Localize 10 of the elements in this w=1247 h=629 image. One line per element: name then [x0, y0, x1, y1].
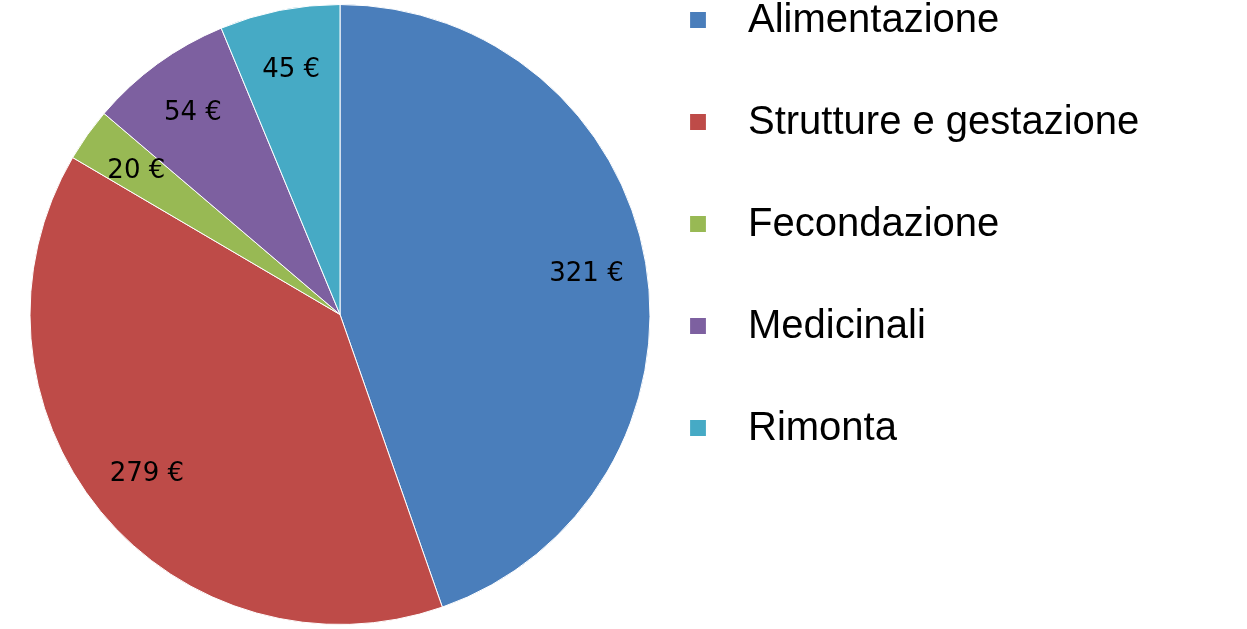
legend-label: Strutture e gestazione: [748, 98, 1140, 142]
legend-label: Alimentazione: [748, 0, 1000, 40]
legend-label: Rimonta: [748, 404, 898, 448]
data-label: 20 €: [107, 153, 166, 184]
data-label: 45 €: [262, 53, 321, 84]
data-label: 321 €: [549, 256, 624, 287]
data-label: 54 €: [163, 96, 222, 127]
data-label: 279 €: [109, 457, 185, 488]
legend-label: Medicinali: [748, 302, 926, 346]
legend-label: Fecondazione: [748, 200, 1000, 244]
